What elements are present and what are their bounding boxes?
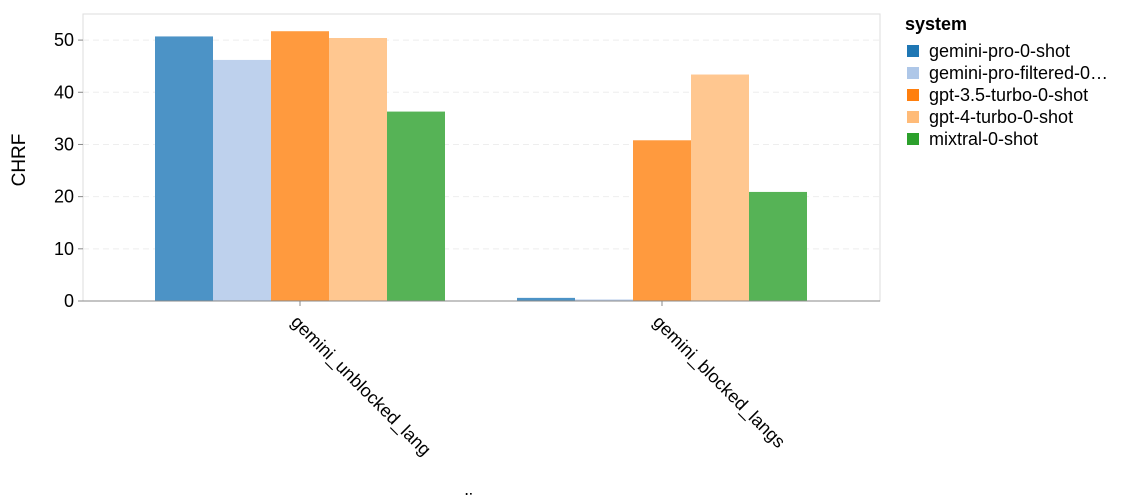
bars (155, 31, 807, 302)
legend-swatch-mixtral (907, 133, 919, 145)
bar-gpt-3-5-turbo-0-shot-1 (633, 140, 691, 301)
x-tick-label: gemini_unblocked_lang (286, 312, 435, 461)
legend-label-gpt-4-turbo: gpt-4-turbo-0-shot (929, 107, 1073, 127)
y-axis-title: CHRF (9, 134, 30, 187)
legend-title: system (905, 14, 967, 34)
legend-label-mixtral: mixtral-0-shot (929, 129, 1038, 149)
bar-mixtral-0-shot-0 (387, 111, 445, 301)
bar-gpt-4-turbo-0-shot-1 (691, 74, 749, 301)
y-tick-label: 0 (64, 291, 74, 311)
y-tick-label: 50 (54, 30, 74, 50)
bar-gemini-pro-filtered-0-shot-1 (575, 299, 633, 301)
bar-gemini-pro-0-shot-1 (517, 297, 575, 301)
y-tick-label: 20 (54, 187, 74, 207)
legend-swatch-gpt-4-turbo (907, 111, 919, 123)
bar-gpt-3-5-turbo-0-shot-0 (271, 31, 329, 301)
x-axis-title: slice (455, 491, 493, 495)
legend-label-gemini-pro-filtered: gemini-pro-filtered-0… (929, 63, 1108, 83)
x-axis: gemini_unblocked_lang gemini_blocked_lang… (286, 301, 789, 460)
bar-gpt-4-turbo-0-shot-0 (329, 38, 387, 302)
y-tick-label: 40 (54, 82, 74, 102)
bar-gemini-pro-0-shot-0 (155, 36, 213, 302)
bar-gemini-pro-filtered-0-shot-0 (213, 59, 271, 301)
legend: system gemini-pro-0-shot gemini-pro-filt… (905, 14, 1108, 149)
y-tick-label: 30 (54, 134, 74, 154)
x-tick-label: gemini_blocked_langs (648, 312, 789, 453)
legend-swatch-gpt-3-5-turbo (907, 89, 919, 101)
plot-frame (82, 13, 881, 302)
legend-label-gpt-3-5-turbo: gpt-3.5-turbo-0-shot (929, 85, 1088, 105)
bar-mixtral-0-shot-1 (749, 191, 807, 301)
legend-label-gemini-pro-0-shot: gemini-pro-0-shot (929, 41, 1070, 61)
y-tick-label: 10 (54, 239, 74, 259)
legend-swatch-gemini-pro-filtered (907, 67, 919, 79)
legend-swatch-gemini-pro-0-shot (907, 45, 919, 57)
y-axis: 0 10 20 30 40 50 (54, 30, 83, 311)
